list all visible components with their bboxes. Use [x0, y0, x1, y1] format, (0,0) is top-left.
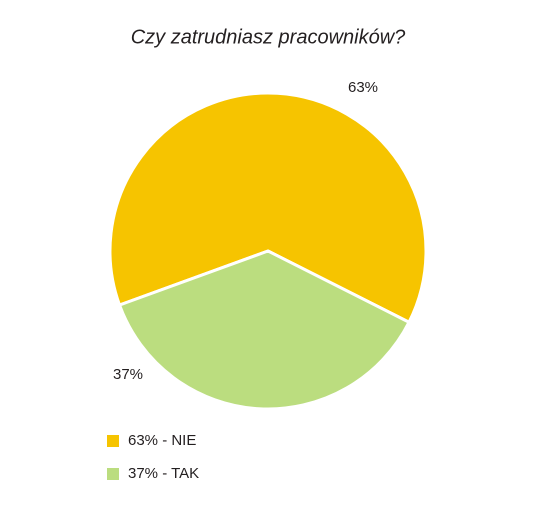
chart-title: Czy zatrudniasz pracowników? [131, 26, 406, 48]
legend-swatch [107, 435, 119, 447]
legend-swatch [107, 468, 119, 480]
legend-label: 37% - TAK [128, 465, 199, 482]
data-label: 63% [348, 79, 378, 96]
pie-slice [108, 91, 428, 324]
legend-label: 63% - NIE [128, 432, 196, 449]
data-label: 37% [113, 366, 143, 383]
pie-slice [118, 249, 411, 411]
